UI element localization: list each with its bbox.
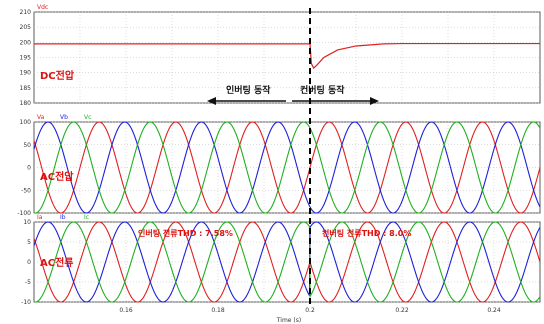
panel-label-ac-current: AC전류 bbox=[40, 256, 73, 269]
series-vc-line bbox=[33, 121, 541, 214]
series-ib-line bbox=[33, 221, 541, 303]
legend-ic: Ic bbox=[84, 214, 89, 221]
legend-ia: Ia bbox=[37, 214, 43, 221]
x-tick-label: 0.2 bbox=[305, 307, 315, 314]
y-tick-label: 50 bbox=[23, 142, 31, 149]
annotation-inverting: 인버팅 동작 bbox=[226, 84, 271, 96]
series-ic-line bbox=[33, 221, 541, 303]
y-ticks-bottom: -10 -5 0 5 10 bbox=[21, 219, 31, 306]
legend-vb: Vb bbox=[60, 114, 68, 121]
y-tick-label: 185 bbox=[20, 85, 32, 92]
x-axis-label: Time (s) bbox=[276, 317, 301, 324]
series-vb-line bbox=[33, 121, 541, 214]
y-tick-label: -50 bbox=[21, 187, 31, 194]
panel-label-ac-voltage: AC전압 bbox=[40, 170, 74, 183]
x-tick-label: 0.24 bbox=[487, 307, 501, 314]
y-ticks-top: 180 185 190 195 200 205 210 bbox=[20, 9, 32, 107]
y-ticks-middle: -100 -50 0 50 100 bbox=[17, 119, 31, 217]
y-tick-label: 200 bbox=[20, 39, 32, 46]
y-tick-label: 180 bbox=[20, 100, 32, 107]
series-va-line bbox=[33, 121, 541, 214]
legend-va: Va bbox=[37, 114, 45, 121]
legend-vc: Vc bbox=[84, 114, 91, 121]
y-tick-label: 10 bbox=[23, 219, 31, 226]
arrow-right-head bbox=[370, 97, 379, 105]
y-tick-label: 100 bbox=[20, 119, 32, 126]
annotation-inverting-thd: 인버팅 전류THD : 7.58% bbox=[138, 228, 233, 238]
annotation-converting: 컨버팅 동작 bbox=[300, 84, 345, 96]
series-vdc-line bbox=[34, 42, 540, 70]
x-tick-label: 0.22 bbox=[395, 307, 409, 314]
y-tick-label: 5 bbox=[27, 239, 31, 246]
legend-ib: Ib bbox=[60, 214, 66, 221]
y-tick-label: 0 bbox=[27, 259, 31, 266]
y-tick-label: -10 bbox=[21, 299, 31, 306]
y-tick-label: -5 bbox=[25, 279, 31, 286]
y-tick-label: -100 bbox=[17, 210, 31, 217]
y-tick-label: 0 bbox=[27, 165, 31, 172]
x-ticks: 0.16 0.18 0.2 0.22 0.24 bbox=[119, 307, 501, 314]
grid-top bbox=[34, 11, 540, 104]
series-ia-line bbox=[33, 221, 541, 303]
annotation-converting-thd: 컨버팅 전류THD : 8.0% bbox=[322, 228, 411, 238]
y-tick-label: 205 bbox=[20, 24, 32, 31]
legend-vdc: Vdc bbox=[37, 4, 48, 11]
x-tick-label: 0.18 bbox=[211, 307, 225, 314]
x-tick-label: 0.16 bbox=[119, 307, 133, 314]
y-tick-label: 190 bbox=[20, 70, 32, 77]
arrow-left-head bbox=[207, 97, 216, 105]
panel-label-dc: DC전압 bbox=[40, 69, 75, 82]
y-tick-label: 210 bbox=[20, 9, 32, 16]
y-tick-label: 195 bbox=[20, 55, 32, 62]
